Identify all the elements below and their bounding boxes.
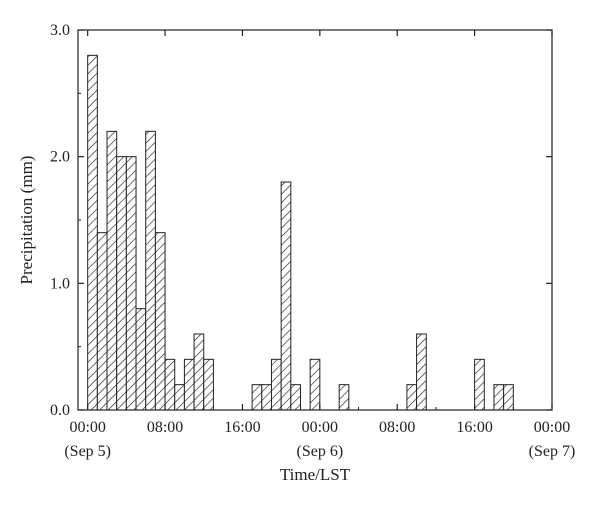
bar-6 <box>145 130 156 411</box>
x-tick-label-1: 08:00 <box>147 419 183 436</box>
bar-22 <box>474 358 485 411</box>
bar-5 <box>135 308 147 411</box>
bar-8 <box>164 358 176 411</box>
bar-18 <box>309 358 321 411</box>
bar-24 <box>503 384 514 411</box>
x-tick-date-6: (Sep 7) <box>529 443 576 460</box>
bar-4 <box>125 156 137 411</box>
y-tick-label-3: 3.0 <box>50 22 70 39</box>
bar-0 <box>87 54 98 411</box>
bar-15 <box>270 358 282 411</box>
bar-2 <box>106 130 118 411</box>
bar-14 <box>261 384 272 411</box>
x-axis-title: Time/LST <box>280 465 351 484</box>
bar-19 <box>338 384 350 411</box>
x-tick-date-0: (Sep 5) <box>64 443 111 460</box>
x-tick-label-3: 00:00 <box>302 419 338 436</box>
bar-17 <box>290 384 301 411</box>
y-axis: 0.0 1.0 2.0 3.0 <box>50 22 552 419</box>
y-tick-label-1: 1.0 <box>50 275 70 292</box>
x-tick-label-2: 16:00 <box>224 419 260 436</box>
y-axis-title: Precipitation (mm) <box>17 156 36 285</box>
x-tick-label-4: 08:00 <box>379 419 415 436</box>
x-tick-date-3: (Sep 6) <box>297 443 344 460</box>
bars-layer <box>87 54 514 411</box>
x-axis: 00:00 (Sep 5) 08:00 16:00 00:00 (Sep 6) 08:00 1… <box>64 30 575 460</box>
bar-1 <box>96 232 108 411</box>
bar-3 <box>116 156 127 411</box>
bar-21 <box>416 333 427 411</box>
bar-11 <box>193 333 205 411</box>
bar-23 <box>493 384 505 411</box>
bar-20 <box>406 384 418 411</box>
y-tick-label-0: 0.0 <box>50 402 70 419</box>
bar-10 <box>183 358 195 411</box>
bar-9 <box>174 384 185 411</box>
bar-13 <box>251 384 263 411</box>
bar-16 <box>280 181 292 411</box>
x-tick-label-5: 16:00 <box>456 419 492 436</box>
x-tick-label-6: 00:00 <box>534 419 570 436</box>
bar-7 <box>154 232 166 411</box>
y-tick-label-2: 2.0 <box>50 149 70 166</box>
bar-12 <box>203 358 214 411</box>
x-tick-label-0: 00:00 <box>69 419 105 436</box>
